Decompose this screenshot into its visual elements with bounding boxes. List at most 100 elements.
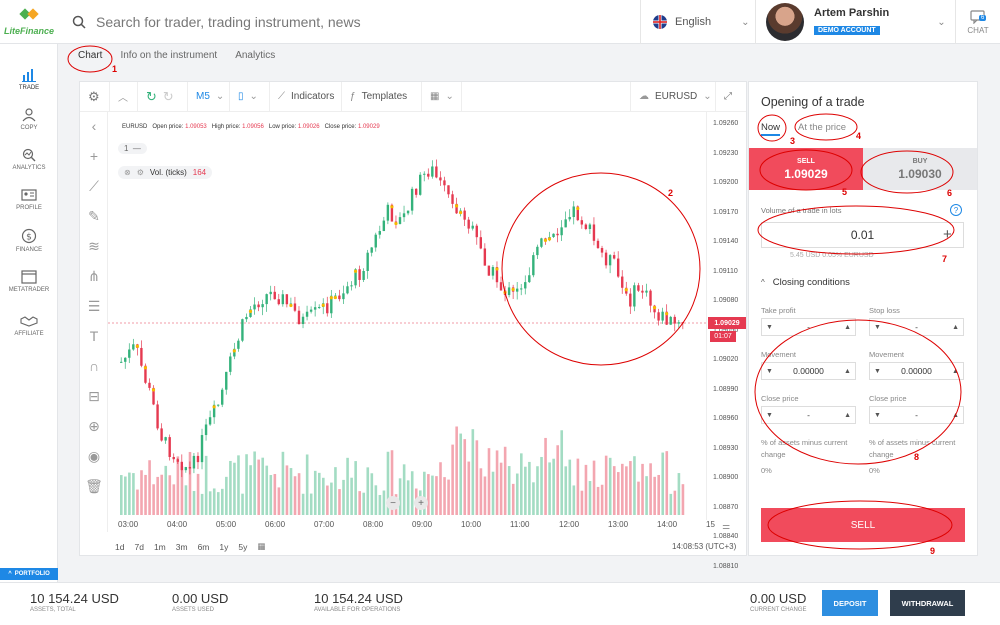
range-5y[interactable]: 5y — [238, 541, 248, 552]
sidebar-item-copy[interactable]: COPY — [0, 108, 58, 131]
deposit-button[interactable]: DEPOSIT — [822, 590, 878, 616]
down-arrow-icon[interactable]: ▼ — [766, 323, 773, 331]
stop-loss-field[interactable]: ▼ - ▲ — [869, 318, 964, 336]
templates-button[interactable]: ƒ Templates — [342, 81, 422, 112]
zoom-in-button[interactable]: + — [414, 496, 428, 510]
chart-type-select[interactable]: ▯ ⌄ — [230, 81, 270, 112]
up-arrow-icon[interactable]: ▲ — [844, 367, 851, 375]
take-profit-field[interactable]: ▼ - ▲ — [761, 318, 856, 336]
text-icon[interactable]: T — [89, 328, 99, 344]
buy-price-box[interactable]: BUY 1.09030 — [863, 148, 977, 190]
close-icon[interactable]: ⊗ — [124, 168, 131, 177]
movement-field-sl[interactable]: ▼ 0.00000 ▲ — [869, 362, 964, 380]
down-arrow-icon[interactable]: ▼ — [874, 323, 881, 331]
volume-bar — [313, 470, 317, 515]
range-1m[interactable]: 1m — [153, 541, 166, 552]
brush-icon[interactable]: ✎ — [88, 208, 100, 224]
volume-bar — [216, 492, 220, 515]
search-bar[interactable]: Search for trader, trading instrument, n… — [72, 10, 572, 34]
top-bar: LiteFinance Search for trader, trading i… — [0, 0, 1000, 44]
range-7d[interactable]: 7d — [134, 541, 144, 552]
user-menu[interactable]: Artem Parshin DEMO ACCOUNT ⌄ — [755, 0, 955, 44]
portfolio-toggle[interactable]: ^ PORTFOLIO — [0, 568, 58, 580]
tab-analytics[interactable]: Analytics — [235, 50, 276, 61]
candle-body — [265, 294, 268, 305]
volume-input[interactable]: 0.01 — [761, 222, 964, 248]
tab-info[interactable]: Info on the instrument — [120, 50, 218, 61]
search-placeholder[interactable]: Search for trader, trading instrument, n… — [96, 14, 361, 30]
range-6m[interactable]: 6m — [197, 541, 210, 552]
chevron-down-icon: ⌄ — [937, 16, 946, 28]
up-arrow-icon[interactable]: ▲ — [844, 411, 851, 419]
tab-at-the-price[interactable]: At the price — [798, 122, 847, 133]
fullscreen-button[interactable]: ⤢ — [716, 82, 746, 112]
channel-icon[interactable]: ≋ — [88, 238, 100, 254]
volume-bar — [568, 459, 572, 515]
volume-bar — [536, 466, 539, 515]
volume-bar — [520, 453, 523, 515]
signal-dot — [454, 204, 459, 208]
up-arrow-icon[interactable]: ▲ — [952, 323, 959, 331]
plus-icon[interactable]: + — [943, 226, 952, 243]
sidebar-item-metatrader[interactable]: METATRADER — [0, 270, 58, 293]
chat-button[interactable]: 6 CHAT — [955, 0, 1000, 44]
down-arrow-icon[interactable]: ▼ — [874, 411, 881, 419]
range-1d[interactable]: 1d — [115, 541, 125, 552]
down-arrow-icon[interactable]: ▼ — [766, 367, 773, 375]
gear-icon[interactable]: ⚙ — [136, 168, 144, 177]
pitchfork-icon[interactable]: ⋔ — [88, 268, 100, 284]
tab-chart[interactable]: Chart — [78, 50, 103, 61]
eye-icon[interactable]: ◉ — [87, 448, 101, 464]
sidebar-item-affiliate[interactable]: AFFILIATE — [0, 314, 58, 337]
timeframe-select[interactable]: M5 ⌄ — [188, 81, 230, 112]
calendar-select[interactable]: ▦ ⌄ — [422, 81, 462, 112]
price-axis[interactable]: 1.09260 1.09230 1.09200 1.09170 1.09140 1.091… — [706, 112, 746, 570]
down-arrow-icon[interactable]: ▼ — [874, 367, 881, 375]
calendar-icon[interactable]: ▦ — [257, 541, 266, 551]
fibonacci-icon[interactable]: ☰ — [87, 298, 101, 314]
time-axis[interactable]: 03:00 04:00 05:00 06:00 07:00 08:00 09:00 10:00… — [108, 520, 715, 532]
collapse-button[interactable]: ︿ — [110, 81, 138, 112]
candle-body — [588, 224, 592, 229]
up-arrow-icon[interactable]: ▲ — [952, 367, 959, 375]
sidebar-item-profile[interactable]: PROFILE — [0, 188, 58, 211]
close-price-field-sl[interactable]: ▼ - ▲ — [869, 406, 964, 424]
withdrawal-button[interactable]: WITHDRAWAL — [890, 590, 965, 616]
up-arrow-icon[interactable]: ▲ — [844, 323, 851, 331]
close-price-field-tp[interactable]: ▼ - ▲ — [761, 406, 856, 424]
crosshair-icon[interactable]: + — [89, 148, 99, 164]
sell-button[interactable]: SELL — [761, 508, 965, 542]
volume-indicator[interactable]: ⊗ ⚙ Vol. (ticks) 164 — [118, 166, 213, 179]
sidebar-item-trade[interactable]: TRADE — [0, 68, 58, 91]
language-selector[interactable]: English ⌄ — [640, 0, 755, 44]
sell-price-box[interactable]: SELL 1.09029 — [749, 148, 863, 190]
redo-icon[interactable]: ↻ — [162, 88, 174, 104]
collapse-tools-icon[interactable]: ‹ — [91, 118, 97, 134]
avatar[interactable] — [766, 3, 804, 41]
closing-conditions-toggle[interactable]: ^ Closing conditions — [761, 277, 850, 288]
measure-icon[interactable]: ⊟ — [88, 388, 100, 404]
pane-counter[interactable]: 1 — — [118, 143, 147, 154]
symbol-select[interactable]: ☁ EURUSD ⌄ — [630, 81, 716, 112]
sidebar-item-finance[interactable]: $ FINANCE — [0, 228, 58, 253]
trend-line-icon[interactable]: ⟋ — [89, 178, 99, 194]
logo[interactable]: LiteFinance — [0, 0, 58, 44]
candle-body — [156, 404, 159, 429]
axis-settings-icon[interactable]: ⚌ — [722, 521, 731, 531]
movement-field-tp[interactable]: ▼ 0.00000 ▲ — [761, 362, 856, 380]
sidebar-item-analytics[interactable]: ANALYTICS — [0, 148, 58, 171]
zoom-out-button[interactable]: − — [386, 496, 400, 510]
chart-settings-button[interactable]: ⚙ — [80, 81, 110, 112]
help-icon[interactable]: ? — [950, 204, 962, 216]
trash-icon[interactable]: 🗑 — [85, 478, 103, 494]
volume-bar — [673, 490, 677, 515]
range-3m[interactable]: 3m — [175, 541, 188, 552]
indicators-button[interactable]: ⟋ Indicators — [270, 81, 342, 112]
up-arrow-icon[interactable]: ▲ — [952, 411, 959, 419]
magnet-icon[interactable]: ∩ — [88, 358, 100, 374]
range-1y[interactable]: 1y — [219, 541, 229, 552]
undo-icon[interactable]: ↻ — [146, 88, 157, 104]
down-arrow-icon[interactable]: ▼ — [766, 411, 773, 419]
zoom-icon[interactable]: ⊕ — [88, 418, 100, 434]
tab-now[interactable]: Now — [761, 122, 781, 136]
